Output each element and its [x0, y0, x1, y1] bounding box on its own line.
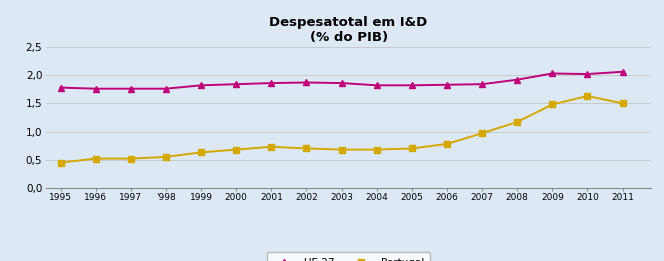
Portugal: [337, 148, 345, 151]
Line: Portugal: Portugal: [58, 93, 625, 165]
Portugal: [56, 161, 64, 164]
UE 27: [443, 83, 451, 86]
Portugal: [373, 148, 380, 151]
UE 27: [197, 84, 205, 87]
UE 27: [584, 73, 592, 76]
UE 27: [373, 84, 380, 87]
UE 27: [232, 83, 240, 86]
UE 27: [268, 81, 276, 85]
Portugal: [162, 155, 170, 158]
Portugal: [619, 102, 627, 105]
UE 27: [619, 70, 627, 73]
Portugal: [584, 94, 592, 98]
UE 27: [92, 87, 100, 90]
Portugal: [443, 143, 451, 146]
UE 27: [127, 87, 135, 90]
UE 27: [337, 81, 345, 85]
UE 27: [478, 83, 486, 86]
UE 27: [408, 84, 416, 87]
UE 27: [56, 86, 64, 89]
Portugal: [513, 120, 521, 123]
Portugal: [303, 147, 311, 150]
Title: Despesatotal em I&D
(% do PIB): Despesatotal em I&D (% do PIB): [270, 16, 428, 44]
Portugal: [197, 151, 205, 154]
Portugal: [232, 148, 240, 151]
Portugal: [548, 103, 556, 106]
UE 27: [162, 87, 170, 90]
UE 27: [548, 72, 556, 75]
UE 27: [513, 78, 521, 81]
UE 27: [303, 81, 311, 84]
Legend: UE 27, Portugal: UE 27, Portugal: [268, 252, 430, 261]
Portugal: [408, 147, 416, 150]
Line: UE 27: UE 27: [58, 69, 625, 91]
Portugal: [478, 132, 486, 135]
Portugal: [92, 157, 100, 160]
Portugal: [268, 145, 276, 148]
Portugal: [127, 157, 135, 160]
